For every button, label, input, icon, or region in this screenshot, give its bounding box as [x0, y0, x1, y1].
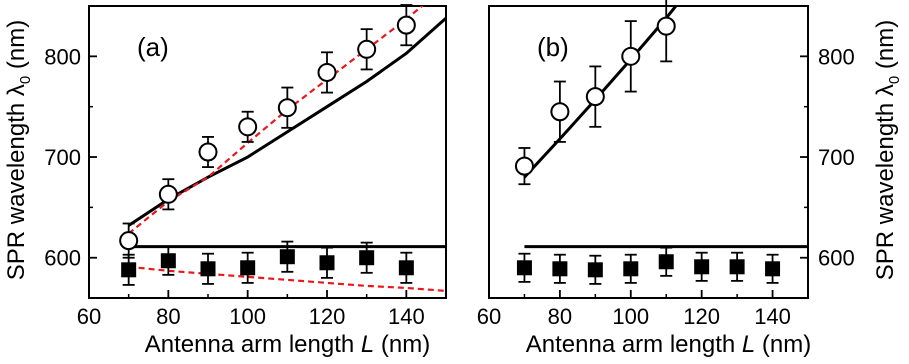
filled-square-point [398, 260, 414, 276]
panel-b: 60 80 100 120 140 600 700 800 Antenna arm length… [477, 0, 903, 358]
filled-square-point [240, 260, 256, 276]
x-tick-label: 120 [309, 304, 346, 329]
dashed-fit-line [128, 265, 446, 293]
filled-square-point [121, 262, 137, 278]
open-circle-point [357, 39, 377, 59]
filled-square-point [359, 250, 375, 266]
open-circle-point [277, 98, 297, 118]
panel-b-frame [488, 5, 809, 299]
filled-square-point [694, 259, 710, 275]
open-circle-point [585, 87, 605, 107]
x-tick-label: 100 [612, 304, 649, 329]
open-circle-point [514, 156, 534, 176]
panel-a: 60 80 100 120 140 600 700 800 Antenna arm length… [3, 4, 447, 358]
y-tick-label: 600 [818, 246, 855, 271]
filled-square-point [279, 249, 295, 265]
filled-square-point [319, 255, 335, 271]
solid-fit-line [523, 6, 678, 179]
filled-square-point [200, 261, 216, 277]
open-circle-point [158, 184, 178, 204]
x-tick-label: 80 [156, 304, 180, 329]
solid-fit-line [127, 16, 446, 227]
filled-square-point [587, 262, 603, 278]
open-circle-point [198, 142, 218, 162]
panel-label: (a) [137, 32, 169, 62]
panel-a-frame [88, 5, 447, 299]
filled-square-point [160, 253, 176, 269]
x-tick-label: 140 [388, 304, 425, 329]
y-tick-label: 600 [44, 246, 81, 271]
open-circle-point [550, 102, 570, 122]
filled-square-point [658, 254, 674, 270]
filled-square-point [516, 260, 532, 276]
filled-square-point [623, 261, 639, 277]
open-circle-point [119, 231, 139, 251]
x-tick-label: 60 [477, 304, 501, 329]
open-circle-point [396, 15, 416, 35]
y-tick-label: 800 [818, 44, 855, 69]
filled-square-point [729, 259, 745, 275]
y-axis-title: SPR wavelength λ0 (nm) [872, 20, 903, 280]
y-tick-label: 700 [44, 145, 81, 170]
panel-label: (b) [537, 32, 569, 62]
x-axis-title: Antenna arm length L (nm) [145, 331, 431, 358]
x-tick-label: 60 [77, 304, 101, 329]
open-circle-point [317, 62, 337, 82]
open-circle-point [238, 117, 258, 137]
y-axis-title: SPR wavelength λ0 (nm) [3, 20, 34, 280]
filled-square-point [765, 261, 781, 277]
y-tick-label: 800 [44, 44, 81, 69]
x-tick-label: 80 [548, 304, 572, 329]
x-tick-label: 100 [229, 304, 266, 329]
open-circle-point [656, 16, 676, 36]
x-axis-title: Antenna arm length L (nm) [526, 331, 812, 358]
x-tick-label: 140 [754, 304, 791, 329]
open-circle-point [621, 46, 641, 66]
y-tick-label: 700 [818, 145, 855, 170]
filled-square-point [552, 261, 568, 277]
x-tick-label: 120 [683, 304, 720, 329]
